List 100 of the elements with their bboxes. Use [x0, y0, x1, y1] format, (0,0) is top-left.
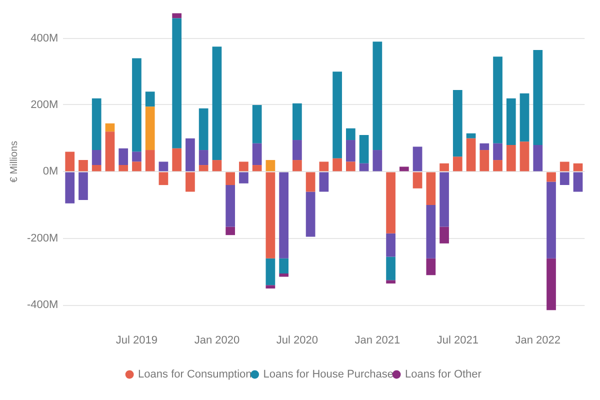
bar [279, 258, 288, 274]
bar [198, 108, 208, 150]
bar [493, 143, 502, 160]
bar [65, 172, 75, 204]
bar [226, 172, 236, 186]
bar [118, 148, 128, 166]
bar [480, 143, 490, 150]
bar [399, 166, 409, 172]
bar [252, 143, 262, 166]
y-axis-title: € Millions [8, 140, 20, 183]
bar [386, 280, 396, 284]
bar [172, 148, 182, 172]
y-tick-label: -200M [26, 232, 58, 244]
bar [319, 172, 329, 192]
bar [332, 72, 342, 158]
bar [426, 258, 436, 276]
bar [533, 145, 543, 172]
bar [346, 140, 356, 162]
bar [292, 160, 302, 172]
bar [533, 50, 543, 146]
bar [466, 133, 476, 138]
x-tick-label: Jul 2019 [116, 334, 158, 346]
bar [65, 152, 75, 172]
bar [158, 162, 168, 172]
bar [440, 163, 449, 172]
bar [372, 150, 382, 172]
bar [212, 160, 222, 172]
bar [452, 90, 462, 157]
bar [266, 172, 276, 258]
bar [386, 172, 396, 234]
bar [452, 156, 462, 172]
bar [372, 42, 382, 150]
bar [412, 172, 422, 188]
y-tick-label: -400M [26, 299, 58, 312]
bar [546, 258, 556, 310]
bar [306, 192, 316, 237]
bar [506, 145, 516, 172]
bar [186, 138, 195, 172]
bar [560, 172, 570, 186]
bar [172, 18, 182, 148]
bar [493, 56, 502, 144]
y-tick-label: 400M [30, 32, 58, 44]
bar [506, 98, 516, 146]
bar [426, 172, 436, 206]
bar [92, 165, 102, 172]
bar [226, 226, 236, 236]
bar [426, 205, 436, 258]
bar [118, 165, 128, 172]
bar [412, 146, 422, 172]
bar [92, 150, 102, 166]
bar [346, 162, 356, 172]
x-tick-label: Jan 2022 [515, 334, 561, 346]
bar [573, 172, 583, 192]
bar [226, 185, 236, 227]
bar [560, 162, 570, 172]
bar [105, 123, 115, 132]
bar [145, 92, 155, 107]
bar [573, 163, 583, 172]
bar [546, 182, 556, 258]
bar [132, 58, 142, 152]
bar [132, 162, 142, 172]
bar [212, 46, 222, 160]
bar [145, 106, 155, 150]
x-tick-label: Jan 2021 [354, 334, 400, 346]
bar [493, 160, 502, 172]
x-tick-label: Jul 2020 [276, 334, 318, 346]
bar [239, 172, 248, 184]
x-tick-label: Jan 2020 [194, 334, 240, 346]
legend-label: Loans for Consumption [138, 368, 252, 381]
bar [359, 135, 369, 164]
bar [239, 162, 248, 172]
bar [145, 150, 155, 172]
bar [78, 160, 88, 172]
y-tick-label: 0M [42, 166, 58, 178]
x-tick-label: Jul 2021 [436, 334, 478, 346]
bar [359, 163, 369, 172]
bar [266, 160, 276, 172]
bar [346, 128, 356, 140]
bar [158, 172, 168, 186]
bar [319, 162, 329, 172]
bar [332, 158, 342, 172]
legend-label: Loans for House Purchase [263, 368, 394, 381]
bar [172, 13, 182, 18]
bar [279, 172, 288, 258]
bar [132, 152, 142, 162]
bar [546, 172, 556, 182]
bar [440, 226, 449, 244]
bar [266, 285, 276, 288]
bar [198, 165, 208, 172]
bar [105, 132, 115, 172]
bar [198, 150, 208, 166]
bar [440, 172, 449, 227]
bar [386, 256, 396, 280]
bar [520, 93, 530, 142]
bar [266, 258, 276, 286]
bar [386, 233, 396, 257]
bar [186, 172, 195, 192]
bar [279, 273, 288, 277]
bar [306, 172, 316, 192]
legend-label: Loans for Other [405, 368, 482, 381]
